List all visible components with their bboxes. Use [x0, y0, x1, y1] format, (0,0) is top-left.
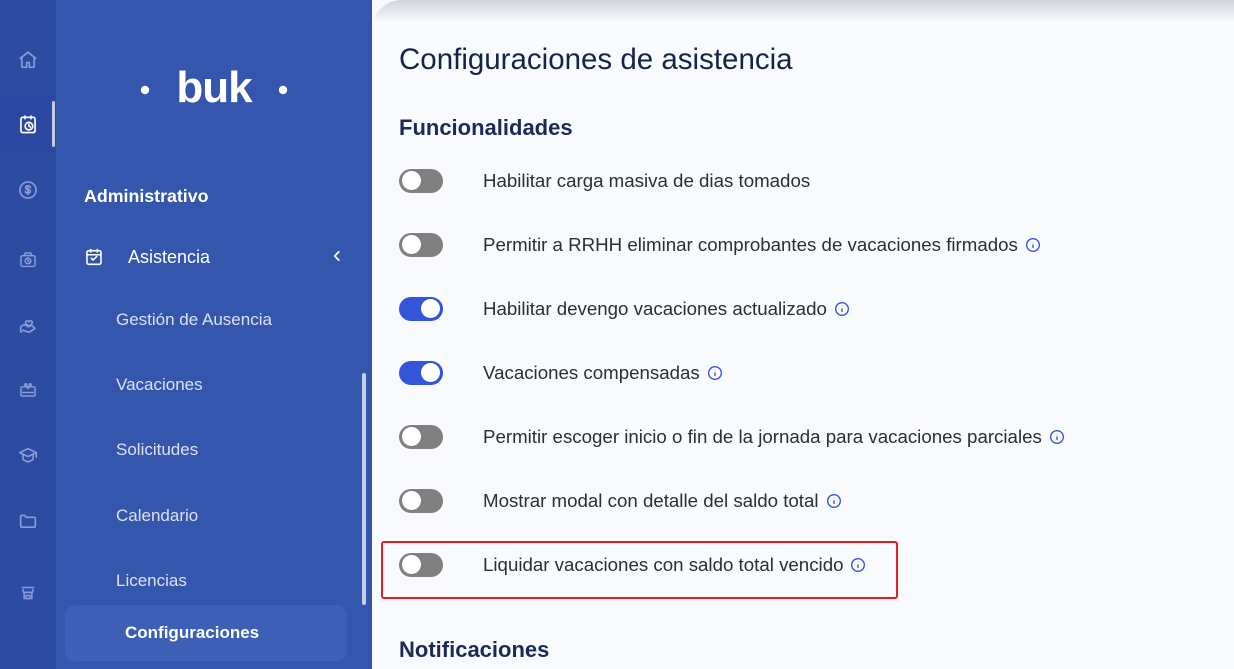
svg-text:buk: buk: [176, 63, 253, 112]
